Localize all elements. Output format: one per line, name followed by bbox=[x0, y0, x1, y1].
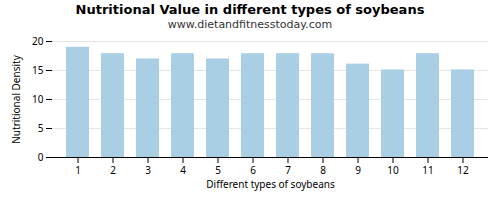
svg-text:1: 1 bbox=[75, 163, 81, 177]
svg-text:11: 11 bbox=[422, 163, 433, 177]
svg-text:10: 10 bbox=[387, 163, 399, 177]
svg-text:4: 4 bbox=[180, 163, 186, 177]
html-text:Nutritional Value in different: Nutritional Value in different types of … bbox=[75, 2, 425, 17]
svg-text:15: 15 bbox=[32, 63, 44, 77]
svg-text:Nutritional Density: Nutritional Density bbox=[9, 54, 23, 143]
svg-text:6: 6 bbox=[250, 163, 256, 177]
svg-text:9: 9 bbox=[355, 163, 361, 177]
html-text:www.dietandfitnesstoday.com: www.dietandfitnesstoday.com bbox=[167, 18, 333, 31]
svg-text:20: 20 bbox=[32, 34, 44, 48]
svg-text:12: 12 bbox=[457, 163, 469, 177]
svg-text:Different types of soybeans: Different types of soybeans bbox=[206, 177, 335, 191]
svg-text:10: 10 bbox=[32, 92, 44, 106]
svg-text:5: 5 bbox=[215, 163, 221, 177]
svg-text:5: 5 bbox=[38, 121, 44, 135]
svg-text:7: 7 bbox=[285, 163, 291, 177]
svg-text:0: 0 bbox=[38, 150, 44, 164]
svg-text:3: 3 bbox=[145, 163, 151, 177]
svg-text:2: 2 bbox=[110, 163, 116, 177]
svg-text:8: 8 bbox=[320, 163, 326, 177]
